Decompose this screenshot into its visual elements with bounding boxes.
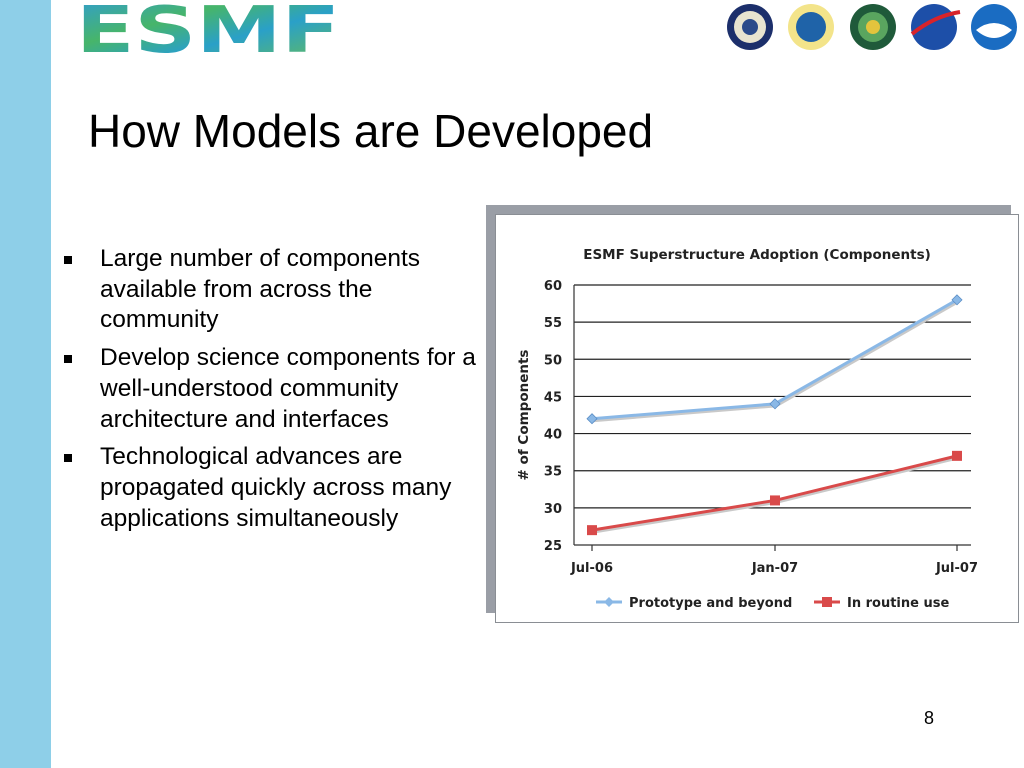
- bullet-list: Large number of components available fro…: [62, 244, 482, 541]
- chart-frame: ESMF Superstructure Adoption (Components…: [495, 214, 1019, 623]
- data-point-marker: [586, 413, 598, 425]
- y-tick-label: 40: [544, 428, 562, 443]
- left-accent-band: [0, 0, 51, 768]
- adoption-line-chart: ESMF Superstructure Adoption (Components…: [516, 247, 978, 611]
- y-tick-label: 35: [544, 465, 562, 480]
- svg-text:ESMF: ESMF: [76, 2, 340, 56]
- y-tick-label: 50: [544, 353, 562, 368]
- x-tick-label: Jul-06: [570, 561, 613, 576]
- chart-title: ESMF Superstructure Adoption (Components…: [583, 247, 931, 263]
- legend-swatch-marker: [822, 597, 832, 607]
- nsf-logo-icon: [788, 4, 834, 50]
- data-point-marker: [770, 495, 780, 506]
- legend-swatch-marker: [604, 597, 614, 607]
- y-tick-label: 30: [544, 502, 562, 517]
- noaa-logo-icon: [971, 4, 1017, 50]
- page-number: 8: [924, 708, 935, 728]
- bullet-item: Technological advances are propagated qu…: [62, 442, 482, 534]
- y-tick-label: 60: [544, 279, 562, 294]
- y-axis-label: # of Components: [516, 350, 532, 481]
- data-point-marker: [587, 525, 597, 536]
- bullet-item: Develop science components for a well-un…: [62, 343, 482, 435]
- y-tick-label: 25: [544, 539, 562, 554]
- bullet-square-icon: [64, 355, 72, 364]
- bullet-square-icon: [64, 454, 72, 463]
- bullet-item: Large number of components available fro…: [62, 244, 482, 336]
- bullet-square-icon: [64, 256, 72, 264]
- esmf-logo: ESMF: [76, 2, 340, 56]
- data-point-marker: [952, 450, 962, 461]
- data-point-marker: [951, 294, 963, 306]
- x-tick-label: Jul-07: [935, 561, 978, 576]
- agency-logos: [727, 4, 1017, 50]
- dod-seal-icon: [727, 4, 773, 50]
- x-tick-label: Jan-07: [751, 561, 798, 576]
- slide-title: How Models are Developed: [88, 105, 654, 157]
- series-line: [591, 454, 958, 532]
- y-tick-label: 45: [544, 390, 562, 405]
- legend-label: Prototype and beyond: [629, 596, 792, 611]
- legend-label: In routine use: [847, 596, 949, 611]
- nasa-logo-icon: [910, 4, 961, 50]
- data-point-marker: [769, 398, 781, 410]
- y-tick-label: 55: [544, 316, 562, 331]
- doe-seal-icon: [850, 4, 896, 50]
